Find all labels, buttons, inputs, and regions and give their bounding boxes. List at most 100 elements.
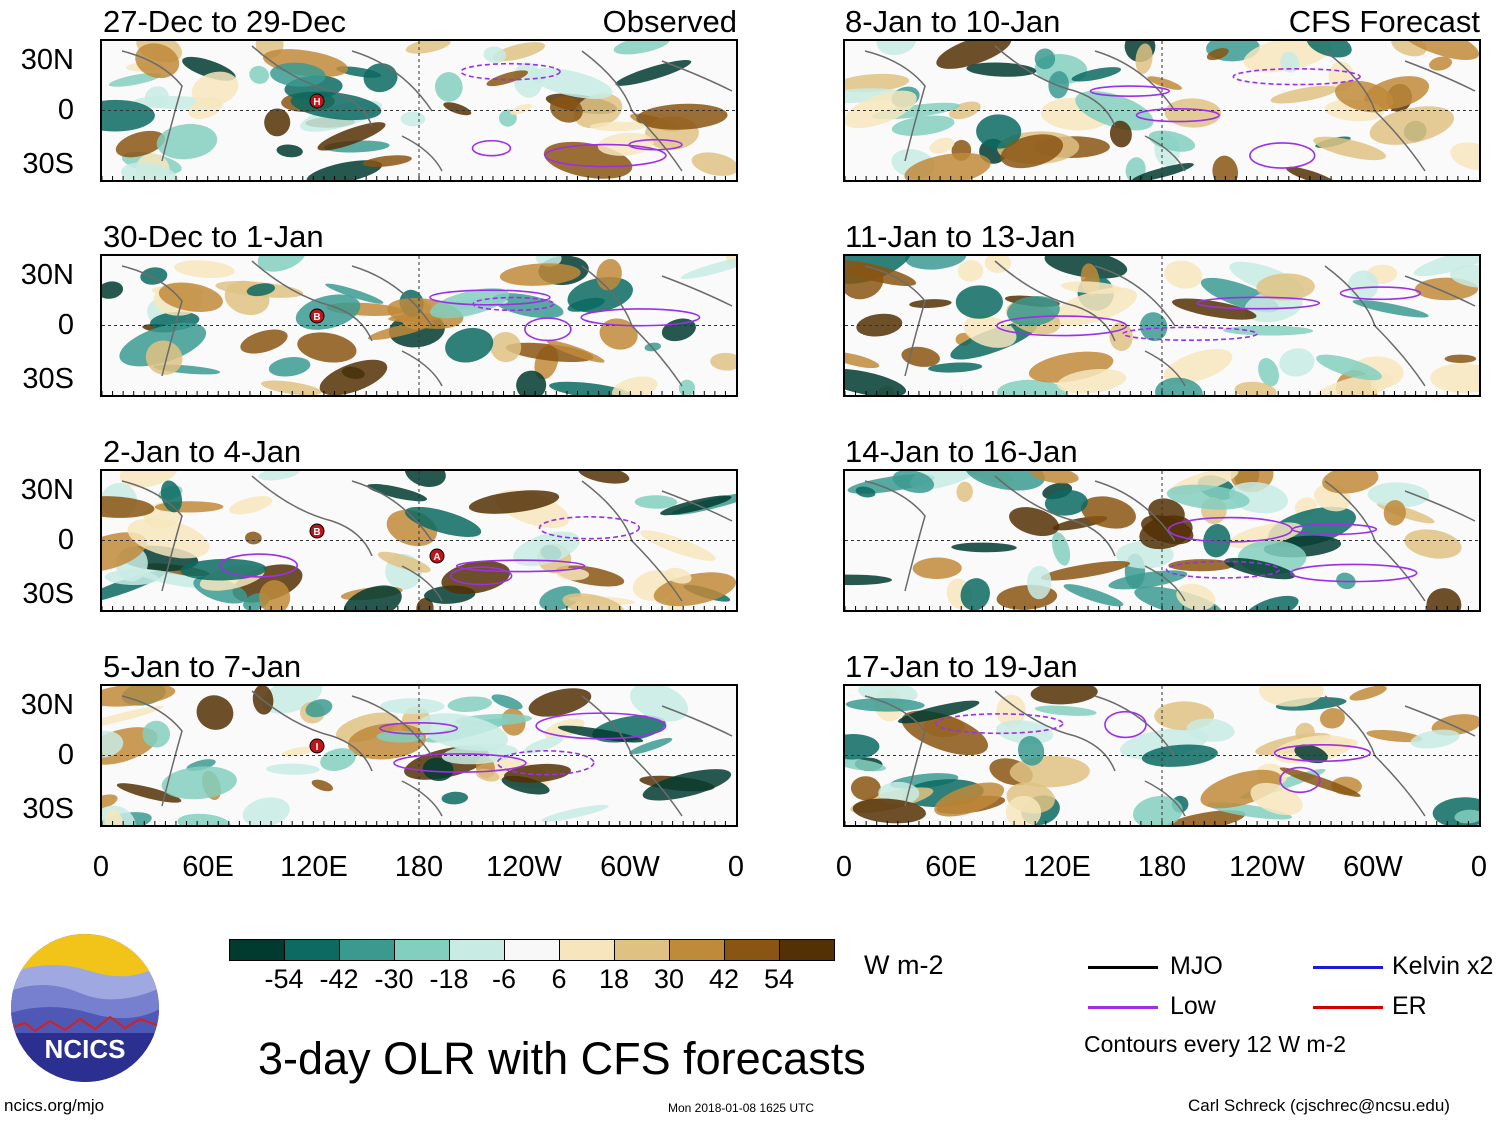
olr-anomaly-blob [1048, 71, 1069, 99]
er-line [1313, 1006, 1383, 1009]
colorbar-tick-label: 6 [551, 964, 567, 994]
panel-tag: Observed [602, 4, 737, 39]
olr-anomaly-blob [1426, 588, 1462, 610]
olr-anomaly-blob [102, 532, 147, 572]
olr-anomaly-blob [297, 332, 357, 363]
olr-anomaly-blob [1164, 260, 1203, 289]
olr-anomaly-blob [102, 794, 118, 810]
olr-anomaly-blob [934, 782, 1005, 817]
olr-anomaly-blob [629, 686, 689, 722]
lon-label: 60E [925, 851, 977, 883]
olr-anomaly-blob [1369, 106, 1455, 145]
colorbar-tick-label: 18 [598, 964, 630, 994]
olr-anomaly-blob [629, 737, 673, 755]
olr-anomaly-blob [845, 73, 910, 93]
panel-title: 27-Dec to 29-Dec [103, 4, 346, 39]
olr-anomaly-blob [845, 734, 880, 760]
olr-anomaly-blob [528, 688, 592, 717]
colorbar-swatch [449, 939, 505, 961]
storm-marker: B [309, 523, 325, 539]
low-contour [535, 712, 667, 740]
olr-anomaly-blob [615, 60, 692, 86]
lat-label: 30S [22, 578, 74, 610]
lon-label: 120W [1229, 851, 1305, 883]
olr-anomaly-blob [1294, 744, 1328, 764]
olr-anomaly-blob [491, 694, 523, 710]
olr-anomaly-blob [1397, 41, 1479, 60]
colorbar-swatch [504, 939, 560, 961]
coastline [1144, 780, 1186, 817]
olr-anomaly-blob [115, 130, 166, 158]
low-contour [429, 289, 551, 306]
olr-anomaly-blob [640, 530, 716, 561]
olr-anomaly-blob [845, 368, 907, 395]
footer-url[interactable]: ncics.org/mjo [4, 1096, 105, 1115]
coastline [121, 480, 183, 592]
olr-anomaly-blob [145, 340, 183, 375]
coastline [1094, 265, 1176, 327]
olr-anomaly-blob [1051, 532, 1071, 566]
olr-anomaly-blob [898, 700, 980, 724]
olr-anomaly-blob [1349, 686, 1387, 701]
olr-anomaly-blob [305, 699, 333, 718]
olr-anomaly-blob [546, 340, 605, 363]
olr-anomaly-blob [997, 379, 1067, 395]
olr-anomaly-blob [1166, 484, 1250, 510]
panel-title: 14-Jan to 16-Jan [845, 434, 1078, 469]
coastline [351, 695, 433, 757]
kelvin-line [1313, 966, 1383, 969]
coastline [864, 480, 926, 592]
olr-anomaly-blob [191, 71, 239, 107]
map-panel-left-3: I [100, 684, 738, 827]
olr-anomaly-blob [845, 698, 925, 712]
olr-anomaly-blob [905, 256, 967, 270]
olr-anomaly-blob [229, 496, 273, 515]
map-panel-right-2 [843, 469, 1481, 612]
olr-anomaly-blob [418, 713, 509, 751]
olr-anomaly-blob [1352, 299, 1429, 318]
olr-anomaly-blob [856, 313, 903, 337]
colorbar-swatch [724, 939, 780, 961]
low-contour [1165, 560, 1281, 579]
olr-anomaly-blob [503, 763, 571, 783]
panel-title: 2-Jan to 4-Jan [103, 434, 302, 469]
low-contour [1122, 326, 1258, 342]
olr-anomaly-blob [957, 260, 984, 282]
olr-anomaly-blob [1320, 708, 1345, 729]
olr-anomaly-blob [1391, 41, 1427, 57]
olr-anomaly-blob [270, 62, 326, 87]
olr-anomaly-blob [1165, 810, 1246, 825]
olr-anomaly-blob [562, 593, 625, 610]
olr-anomaly-blob [367, 483, 428, 502]
ncics-logo: NCICS [10, 933, 160, 1083]
colorbar-swatch [284, 939, 340, 961]
olr-anomaly-blob [1258, 686, 1324, 707]
coastline [994, 475, 1116, 557]
lon-label: 0 [1470, 851, 1488, 883]
olr-anomaly-blob [422, 757, 454, 782]
low-contour [1273, 743, 1371, 763]
olr-anomaly-blob [1057, 369, 1127, 394]
low-contour [1339, 286, 1422, 301]
olr-anomaly-blob [636, 103, 728, 130]
colorbar-tick-label: -54 [264, 964, 304, 994]
coastline [1094, 480, 1176, 542]
mjo-line [1088, 966, 1158, 969]
olr-anomaly-blob [135, 43, 180, 79]
olr-anomaly-blob [188, 97, 223, 120]
olr-anomaly-blob [549, 381, 633, 395]
olr-anomaly-blob [876, 41, 917, 56]
coastline [351, 480, 433, 542]
colorbar-swatch [229, 939, 285, 961]
low-contour [524, 317, 572, 342]
olr-anomaly-blob [964, 471, 1045, 491]
olr-anomaly-blob [599, 318, 638, 350]
olr-anomaly-blob [134, 568, 208, 589]
colorbar-labels: -54 -42 -30 -18 -6 6 18 30 42 54 [229, 966, 834, 996]
olr-anomaly-blob [1027, 565, 1052, 600]
olr-anomaly-blob [276, 144, 303, 158]
olr-anomaly-blob [377, 551, 431, 573]
colorbar-tick-label: 54 [763, 964, 795, 994]
olr-anomaly-blob [1186, 718, 1235, 742]
